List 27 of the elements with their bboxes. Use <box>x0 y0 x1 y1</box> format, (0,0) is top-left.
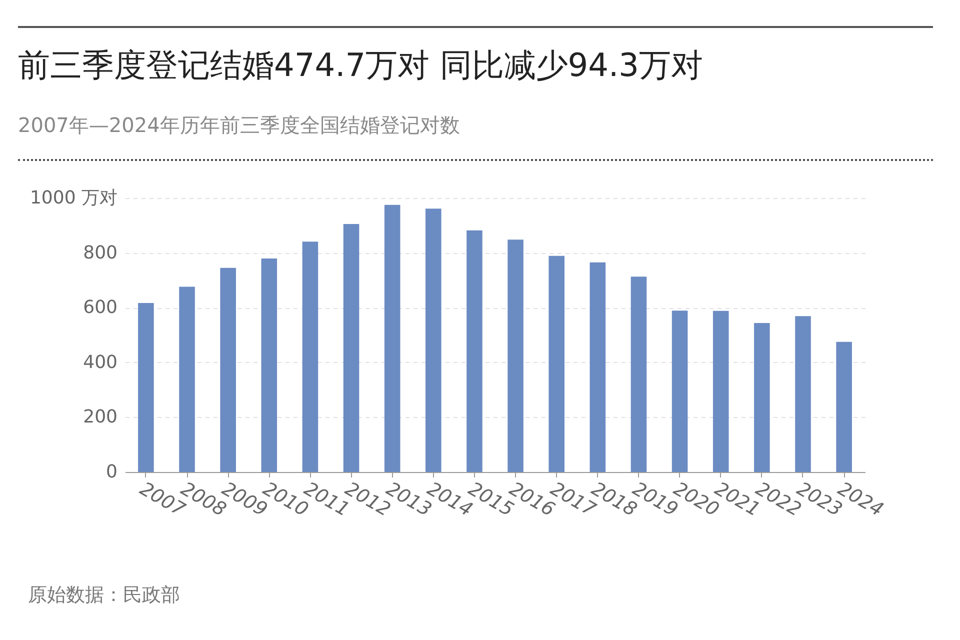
bar <box>712 310 729 472</box>
bar <box>343 224 360 472</box>
bar <box>672 310 688 472</box>
bar <box>590 262 606 472</box>
y-tick-label: 600 <box>83 297 118 318</box>
bar <box>426 208 442 472</box>
bar <box>754 322 770 472</box>
bar <box>220 268 236 472</box>
bar <box>836 342 852 472</box>
bar <box>261 258 278 472</box>
text: 原始数据：民政部 <box>28 583 180 608</box>
bar <box>384 204 400 472</box>
bar <box>302 242 318 472</box>
y-tick-label: 400 <box>83 352 118 373</box>
bar <box>548 256 564 472</box>
bar <box>179 286 195 472</box>
chart-subtitle: 2007年—2024年历年前三季度全国结婚登记对数 <box>18 112 460 139</box>
y-tick-label: 800 <box>83 242 118 264</box>
chart-title: 前三季度登记结婚474.7万对 同比减少94.3万对 <box>18 45 704 86</box>
y-tick-label: 1000 万对 <box>30 188 118 208</box>
bar <box>630 276 647 472</box>
y-tick-label: 0 <box>106 462 118 482</box>
bar <box>138 302 154 472</box>
y-tick-label: 200 <box>83 406 118 428</box>
bar <box>508 240 524 472</box>
bar <box>466 230 482 472</box>
bar <box>795 316 811 472</box>
